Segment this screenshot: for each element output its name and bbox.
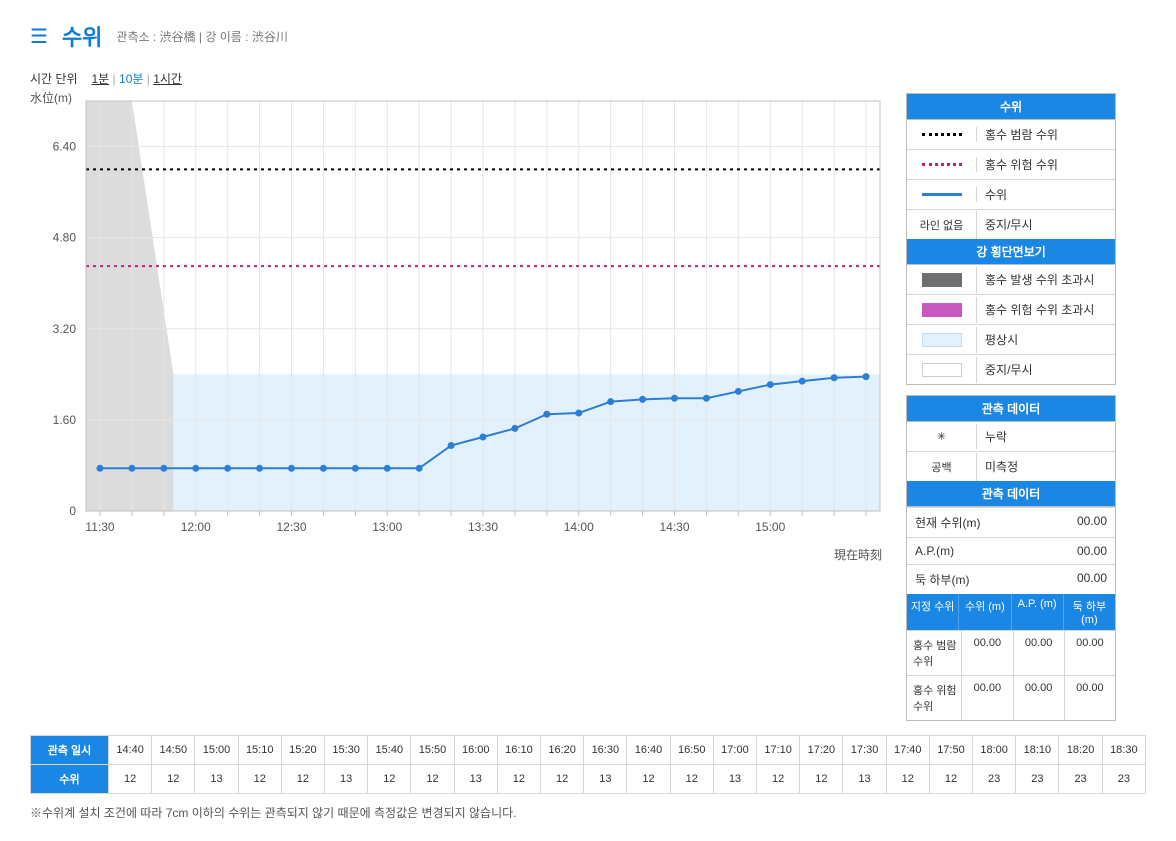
threshold-row: 홍수 위험 수위00.0000.0000.00 — [907, 675, 1115, 720]
obs-legend-title: 관측 데이터 — [907, 396, 1115, 422]
svg-text:0: 0 — [69, 504, 76, 518]
legend-water-row: 라인 없음중지/무시 — [907, 209, 1115, 239]
page-title: 수위 — [62, 20, 102, 52]
obs-legend-row: 공백미측정 — [907, 451, 1115, 481]
obs-value-row: 현재 수위(m)00.00 — [907, 507, 1115, 537]
time-unit-10분[interactable]: 10분 — [119, 72, 143, 86]
footnote: ※수위계 설치 조건에 따라 7cm 이하의 수위는 관측되지 않기 때문에 측… — [30, 804, 1146, 821]
legend-water-row: 홍수 위험 수위 — [907, 149, 1115, 179]
svg-text:1.60: 1.60 — [53, 413, 77, 427]
time-unit-label: 시간 단위 — [30, 70, 78, 87]
page-header: ☰ 수위 관측소 : 渋谷橋 | 강 이름 : 渋谷川 — [30, 20, 1146, 52]
side-panels: 수위 홍수 범람 수위홍수 위험 수위수위라인 없음중지/무시 강 횡단면보기 … — [906, 93, 1116, 721]
svg-text:11:30: 11:30 — [85, 520, 114, 534]
time-unit-selector: 시간 단위 1분 | 10분 | 1시간 — [30, 70, 1146, 87]
table-rowhead-time: 관측 일시 — [31, 736, 109, 765]
water-level-chart: 0 1.60 3.20 4.80 6.40 11:30 12:00 12:30 13:00 13:… — [30, 93, 890, 565]
obs-value-row: 둑 하부(m)00.00 — [907, 564, 1115, 594]
svg-text:12:30: 12:30 — [276, 520, 306, 534]
observation-table: 관측 일시14:4014:5015:0015:1015:2015:3015:40… — [30, 735, 1146, 794]
threshold-row: 홍수 범람 수위00.0000.0000.00 — [907, 630, 1115, 675]
legend-section-row: 평상시 — [907, 324, 1115, 354]
x-axis-label: 現在時刻 — [834, 546, 882, 563]
legend-water-row: 수위 — [907, 179, 1115, 209]
legend-section-row: 홍수 발생 수위 초과시 — [907, 265, 1115, 294]
svg-text:6.40: 6.40 — [53, 140, 77, 154]
legend-section-row: 홍수 위험 수위 초과시 — [907, 294, 1115, 324]
obs-legend-row: ✳누락 — [907, 422, 1115, 451]
station-info: 관측소 : 渋谷橋 | 강 이름 : 渋谷川 — [116, 28, 287, 45]
svg-text:4.80: 4.80 — [53, 231, 77, 245]
svg-text:14:30: 14:30 — [659, 520, 689, 534]
water-level-icon: ☰ — [30, 24, 48, 49]
svg-text:3.20: 3.20 — [53, 322, 77, 336]
svg-text:13:00: 13:00 — [372, 520, 402, 534]
legend-water-row: 홍수 범람 수위 — [907, 120, 1115, 149]
obs-data-title: 관측 데이터 — [907, 481, 1115, 507]
legend-water-panel: 수위 홍수 범람 수위홍수 위험 수위수위라인 없음중지/무시 강 횡단면보기 … — [906, 93, 1116, 385]
table-rowhead-level: 수위 — [31, 765, 109, 794]
legend-section-title: 강 횡단면보기 — [907, 239, 1115, 265]
svg-text:13:30: 13:30 — [468, 520, 498, 534]
svg-text:15:00: 15:00 — [755, 520, 785, 534]
legend-water-title: 수위 — [907, 94, 1115, 120]
svg-text:14:00: 14:00 — [564, 520, 594, 534]
chart-container: 水位(m) 01.603.204.806.4011:3012:0012:3013… — [30, 93, 890, 565]
time-unit-1분[interactable]: 1분 — [92, 72, 110, 86]
legend-section-row: 중지/무시 — [907, 354, 1115, 384]
obs-value-row: A.P.(m)00.00 — [907, 537, 1115, 564]
obs-panel: 관측 데이터 ✳누락공백미측정 관측 데이터 현재 수위(m)00.00A.P.… — [906, 395, 1116, 721]
time-unit-1시간[interactable]: 1시간 — [153, 72, 182, 86]
obs-table-head: 지정 수위수위 (m)A.P. (m)둑 하부 (m) — [907, 594, 1115, 630]
y-axis-label: 水位(m) — [30, 89, 72, 106]
svg-text:12:00: 12:00 — [181, 520, 211, 534]
